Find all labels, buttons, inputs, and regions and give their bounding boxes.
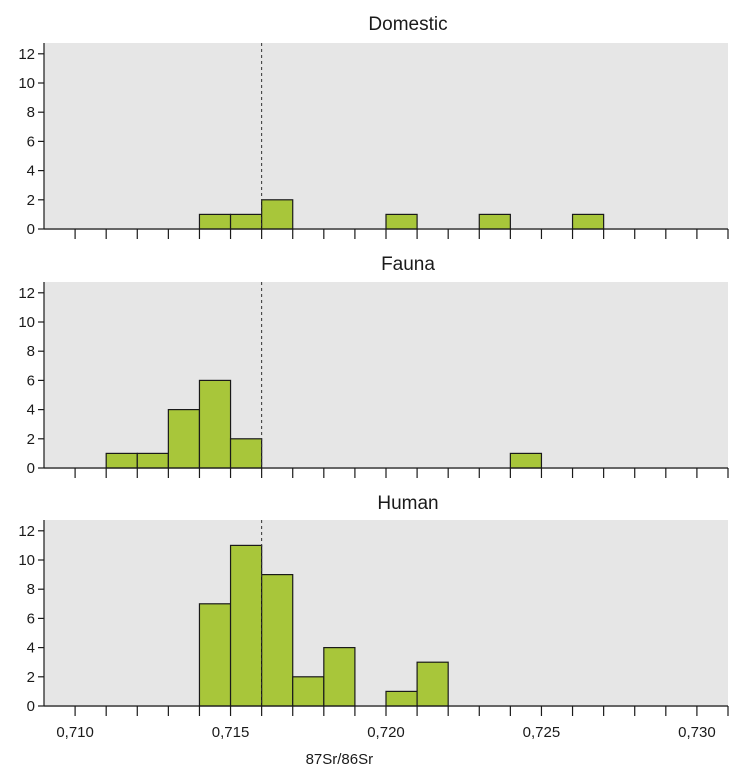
histogram-bar	[198, 379, 232, 469]
histogram-bar	[571, 213, 605, 230]
panel-title: Human	[377, 493, 438, 514]
histogram-bar	[136, 452, 169, 469]
y-tick-label: 2	[27, 192, 35, 209]
x-tick-label: 0,710	[56, 724, 94, 741]
y-tick-label: 8	[27, 104, 35, 121]
histogram-bar	[261, 573, 294, 707]
histogram-bar	[323, 646, 356, 707]
panel-title: Fauna	[381, 254, 435, 275]
y-tick-label: 0	[27, 221, 35, 238]
histogram-bar	[416, 661, 449, 707]
histogram-bar	[229, 438, 263, 469]
y-tick-label: 10	[18, 552, 35, 569]
x-tick-label: 0,730	[678, 724, 716, 741]
histogram-bar	[105, 452, 138, 469]
panel-background	[44, 43, 728, 230]
y-tick-label: 12	[18, 46, 35, 63]
y-tick-label: 0	[27, 698, 35, 715]
y-tick-label: 6	[27, 372, 35, 389]
histogram-bar	[292, 676, 325, 707]
histogram-bar	[198, 603, 232, 707]
histogram-bar	[167, 409, 201, 469]
y-tick-label: 10	[18, 314, 35, 331]
histogram-bar	[229, 544, 263, 707]
x-tick-label: 0,715	[212, 724, 250, 741]
histogram-bar	[385, 690, 418, 707]
histogram-bar	[261, 199, 294, 230]
panel-background	[44, 282, 728, 469]
y-tick-label: 4	[27, 640, 35, 657]
y-tick-label: 8	[27, 581, 35, 598]
y-tick-label: 6	[27, 133, 35, 150]
y-tick-label: 0	[27, 460, 35, 477]
y-tick-label: 10	[18, 75, 35, 92]
histogram-bar	[509, 452, 543, 469]
x-tick-label: 0,720	[367, 724, 405, 741]
histogram-bar	[198, 213, 232, 230]
x-tick-label: 0,725	[523, 724, 561, 741]
y-tick-label: 8	[27, 343, 35, 360]
y-tick-label: 12	[18, 285, 35, 302]
panel-title: Domestic	[368, 14, 447, 35]
x-axis-title: 87Sr/86Sr	[306, 751, 374, 768]
histogram-bar	[478, 213, 511, 230]
histogram-bar	[385, 213, 418, 230]
y-tick-label: 4	[27, 163, 35, 180]
y-tick-label: 2	[27, 431, 35, 448]
panel-background	[44, 520, 728, 707]
y-tick-label: 2	[27, 669, 35, 686]
y-tick-label: 12	[18, 523, 35, 540]
histogram-bar	[229, 213, 263, 230]
y-tick-label: 4	[27, 402, 35, 419]
y-tick-label: 6	[27, 610, 35, 627]
